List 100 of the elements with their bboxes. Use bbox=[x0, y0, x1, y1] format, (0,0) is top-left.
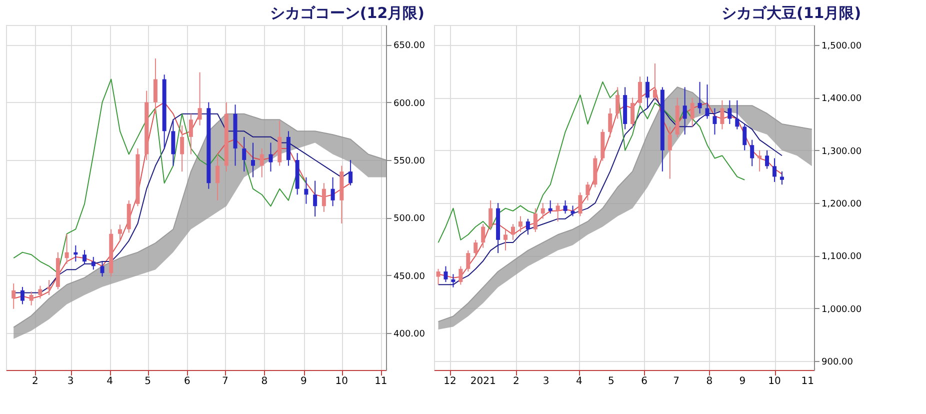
candlestick bbox=[304, 176, 308, 204]
candlestick bbox=[765, 150, 770, 170]
candlestick bbox=[216, 154, 220, 201]
x-tick-label: 4 bbox=[106, 376, 114, 387]
candlestick bbox=[29, 291, 34, 306]
candlestick bbox=[64, 233, 69, 264]
candlestick bbox=[12, 282, 16, 310]
candlestick bbox=[720, 100, 724, 130]
x-tick-label: 2 bbox=[513, 376, 520, 387]
candlestick bbox=[348, 160, 353, 186]
y-tick-label: 500.00 bbox=[394, 214, 426, 224]
candlestick bbox=[758, 150, 762, 172]
candlestick bbox=[330, 176, 335, 207]
x-tick-label: 4 bbox=[576, 376, 582, 387]
candlestick bbox=[268, 142, 273, 172]
candlestick bbox=[510, 224, 515, 240]
candlestick bbox=[548, 200, 552, 214]
candlestick bbox=[608, 108, 612, 138]
candlestick bbox=[750, 139, 754, 167]
x-tick-label: 8 bbox=[706, 376, 713, 387]
candlestick bbox=[705, 84, 710, 120]
x-tick-label: 7 bbox=[673, 376, 680, 387]
candlestick bbox=[570, 205, 575, 217]
x-tick-label: 10 bbox=[768, 376, 781, 387]
candlestick bbox=[444, 266, 448, 283]
x-tick-label: 2 bbox=[32, 376, 38, 387]
candlestick bbox=[645, 76, 650, 109]
x-tick-label: 6 bbox=[184, 376, 190, 387]
candlestick bbox=[481, 224, 486, 248]
x-tick-label: 3 bbox=[67, 376, 74, 387]
x-tick-label: 7 bbox=[222, 376, 228, 387]
candlestick bbox=[458, 266, 463, 286]
candlestick bbox=[20, 286, 24, 305]
chart-title: シカゴコーン(12月限) bbox=[270, 4, 424, 22]
x-tick-label: 10 bbox=[335, 376, 348, 387]
candlestick bbox=[540, 202, 545, 220]
candlestick bbox=[698, 81, 702, 114]
candlestick bbox=[690, 97, 694, 128]
x-tick-label: 11 bbox=[801, 376, 814, 387]
candlestick bbox=[451, 274, 456, 288]
candlestick bbox=[772, 158, 777, 182]
candlestick bbox=[242, 136, 246, 172]
candlestick bbox=[682, 86, 687, 136]
x-tick-label: 9 bbox=[300, 376, 307, 387]
candlestick bbox=[586, 181, 590, 201]
candlestick bbox=[38, 285, 42, 299]
candlestick bbox=[742, 124, 747, 151]
candlestick bbox=[180, 124, 184, 172]
candlestick bbox=[556, 202, 560, 222]
candlestick bbox=[780, 170, 784, 186]
y-tick-label: 1,300.00 bbox=[822, 146, 862, 157]
y-tick-label: 450.00 bbox=[394, 272, 426, 282]
y-tick-label: 1,000.00 bbox=[822, 304, 862, 315]
y-tick-label: 1,200.00 bbox=[822, 200, 862, 210]
x-tick-label: 5 bbox=[144, 376, 152, 387]
x-tick-label: 11 bbox=[374, 376, 388, 387]
candlestick bbox=[563, 200, 568, 214]
candlestick bbox=[322, 182, 326, 212]
candlestick bbox=[100, 261, 104, 278]
candlestick bbox=[436, 268, 440, 286]
candlestick bbox=[313, 180, 318, 218]
candlestick bbox=[712, 108, 717, 136]
candlestick bbox=[251, 142, 255, 178]
chart-title: シカゴ大豆(11月限) bbox=[721, 4, 862, 22]
candlestick bbox=[616, 86, 620, 120]
candlestick bbox=[286, 130, 290, 166]
y-tick-label: 1,100.00 bbox=[822, 252, 862, 262]
candlestick bbox=[474, 239, 478, 256]
candlestick bbox=[518, 216, 522, 232]
candlestick bbox=[638, 76, 642, 106]
y-tick-label: 650.00 bbox=[394, 41, 426, 52]
candlestick bbox=[82, 250, 87, 264]
candlestick bbox=[466, 250, 470, 272]
x-tick-label: 9 bbox=[739, 376, 746, 387]
candlestick bbox=[652, 62, 657, 101]
candlestick bbox=[188, 113, 193, 155]
y-tick-label: 400.00 bbox=[394, 330, 426, 340]
candlestick bbox=[91, 256, 96, 270]
candlestick bbox=[260, 148, 264, 178]
candlestick bbox=[578, 192, 582, 217]
candlestick bbox=[504, 228, 508, 251]
x-tick-label: 3 bbox=[542, 376, 550, 387]
candlestick bbox=[630, 97, 635, 128]
candlestick bbox=[668, 126, 672, 180]
candlestick bbox=[526, 218, 530, 236]
line-series bbox=[438, 81, 746, 244]
candlestick bbox=[153, 58, 158, 114]
x-tick-label: 2021 bbox=[470, 376, 496, 387]
y-tick-label: 550.00 bbox=[394, 156, 426, 166]
x-tick-label: 5 bbox=[608, 376, 614, 387]
candlestick bbox=[118, 224, 122, 242]
y-tick-label: 600.00 bbox=[394, 98, 426, 109]
x-tick-label: 6 bbox=[641, 376, 648, 387]
y-tick-label: 900.00 bbox=[822, 358, 854, 368]
candlestick bbox=[171, 119, 176, 166]
y-tick-label: 1,500.00 bbox=[822, 42, 862, 52]
candlestick bbox=[728, 100, 732, 125]
candlestick bbox=[488, 200, 493, 230]
candlestick bbox=[533, 208, 538, 232]
candlestick bbox=[198, 72, 202, 126]
